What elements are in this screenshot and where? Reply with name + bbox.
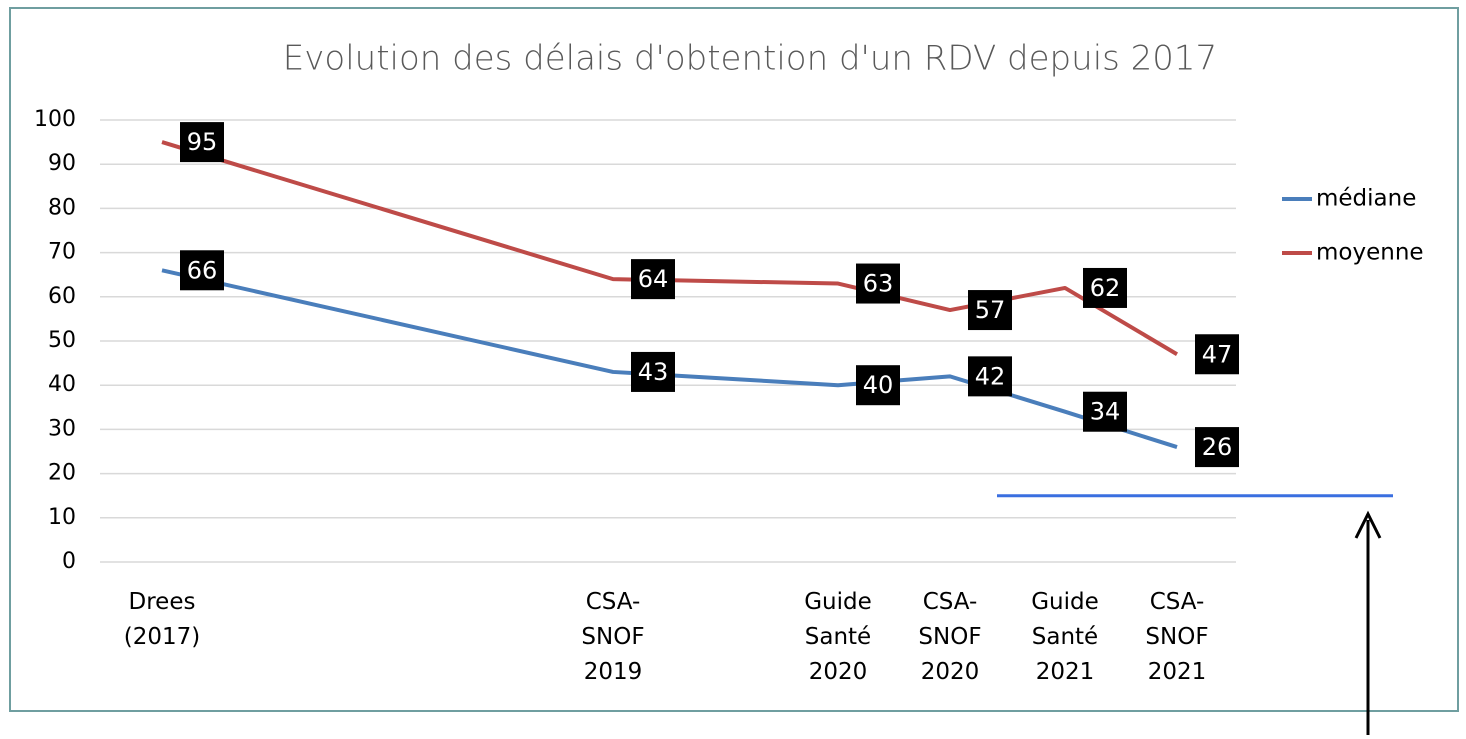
data-label-box <box>631 259 675 300</box>
data-label-box <box>180 122 224 163</box>
data-label: 26 <box>1202 433 1233 461</box>
y-tick-label: 70 <box>48 240 76 265</box>
arrow-head <box>1354 510 1382 539</box>
y-tick-label: 50 <box>48 328 76 353</box>
data-label: 40 <box>863 371 894 399</box>
legend-label: moyenne <box>1316 240 1424 266</box>
y-tick-label: 0 <box>62 549 76 574</box>
y-tick-label: 100 <box>34 107 76 132</box>
data-label: 34 <box>1090 398 1121 426</box>
y-tick-label: 10 <box>48 505 76 530</box>
data-label-box <box>968 356 1012 397</box>
x-tick-label: Drees (2017) <box>124 589 200 650</box>
chart-title: Evolution des délais d'obtention d'un RD… <box>283 39 1217 79</box>
data-label-box <box>180 250 224 291</box>
data-label: 95 <box>187 128 218 156</box>
y-tick-label: 60 <box>48 284 76 309</box>
data-label-box <box>1195 427 1239 468</box>
y-tick-label: 90 <box>48 151 76 176</box>
data-label: 43 <box>638 358 669 386</box>
y-tick-label: 20 <box>48 461 76 486</box>
data-label-box <box>1195 334 1239 375</box>
data-label-box <box>631 351 675 392</box>
x-tick-label: CSA-SNOF 2019 <box>581 589 644 685</box>
data-label: 66 <box>187 256 218 284</box>
data-label: 42 <box>975 362 1006 390</box>
data-label: 47 <box>1202 340 1233 368</box>
data-label: 63 <box>863 270 894 298</box>
data-label: 64 <box>638 265 669 293</box>
y-tick-label: 80 <box>48 195 76 220</box>
data-label-box <box>856 365 900 406</box>
data-label: 62 <box>1090 274 1121 302</box>
x-tick-label: CSA-SNOF 2020 <box>918 589 981 685</box>
x-tick-label: CSA-SNOF 2021 <box>1145 589 1208 685</box>
legend-label: médiane <box>1316 186 1416 212</box>
data-label-box <box>856 263 900 304</box>
x-tick-label: Guide Santé 2021 <box>1031 589 1099 685</box>
y-tick-label: 40 <box>48 372 76 397</box>
series-line <box>161 140 1179 356</box>
y-tick-label: 30 <box>48 416 76 441</box>
data-label: 57 <box>975 296 1006 324</box>
chart-frame <box>9 7 1459 712</box>
x-tick-label: Guide Santé 2020 <box>804 589 872 685</box>
data-label-box <box>1083 391 1127 432</box>
data-label-box <box>1083 267 1127 308</box>
data-label-box <box>968 290 1012 331</box>
